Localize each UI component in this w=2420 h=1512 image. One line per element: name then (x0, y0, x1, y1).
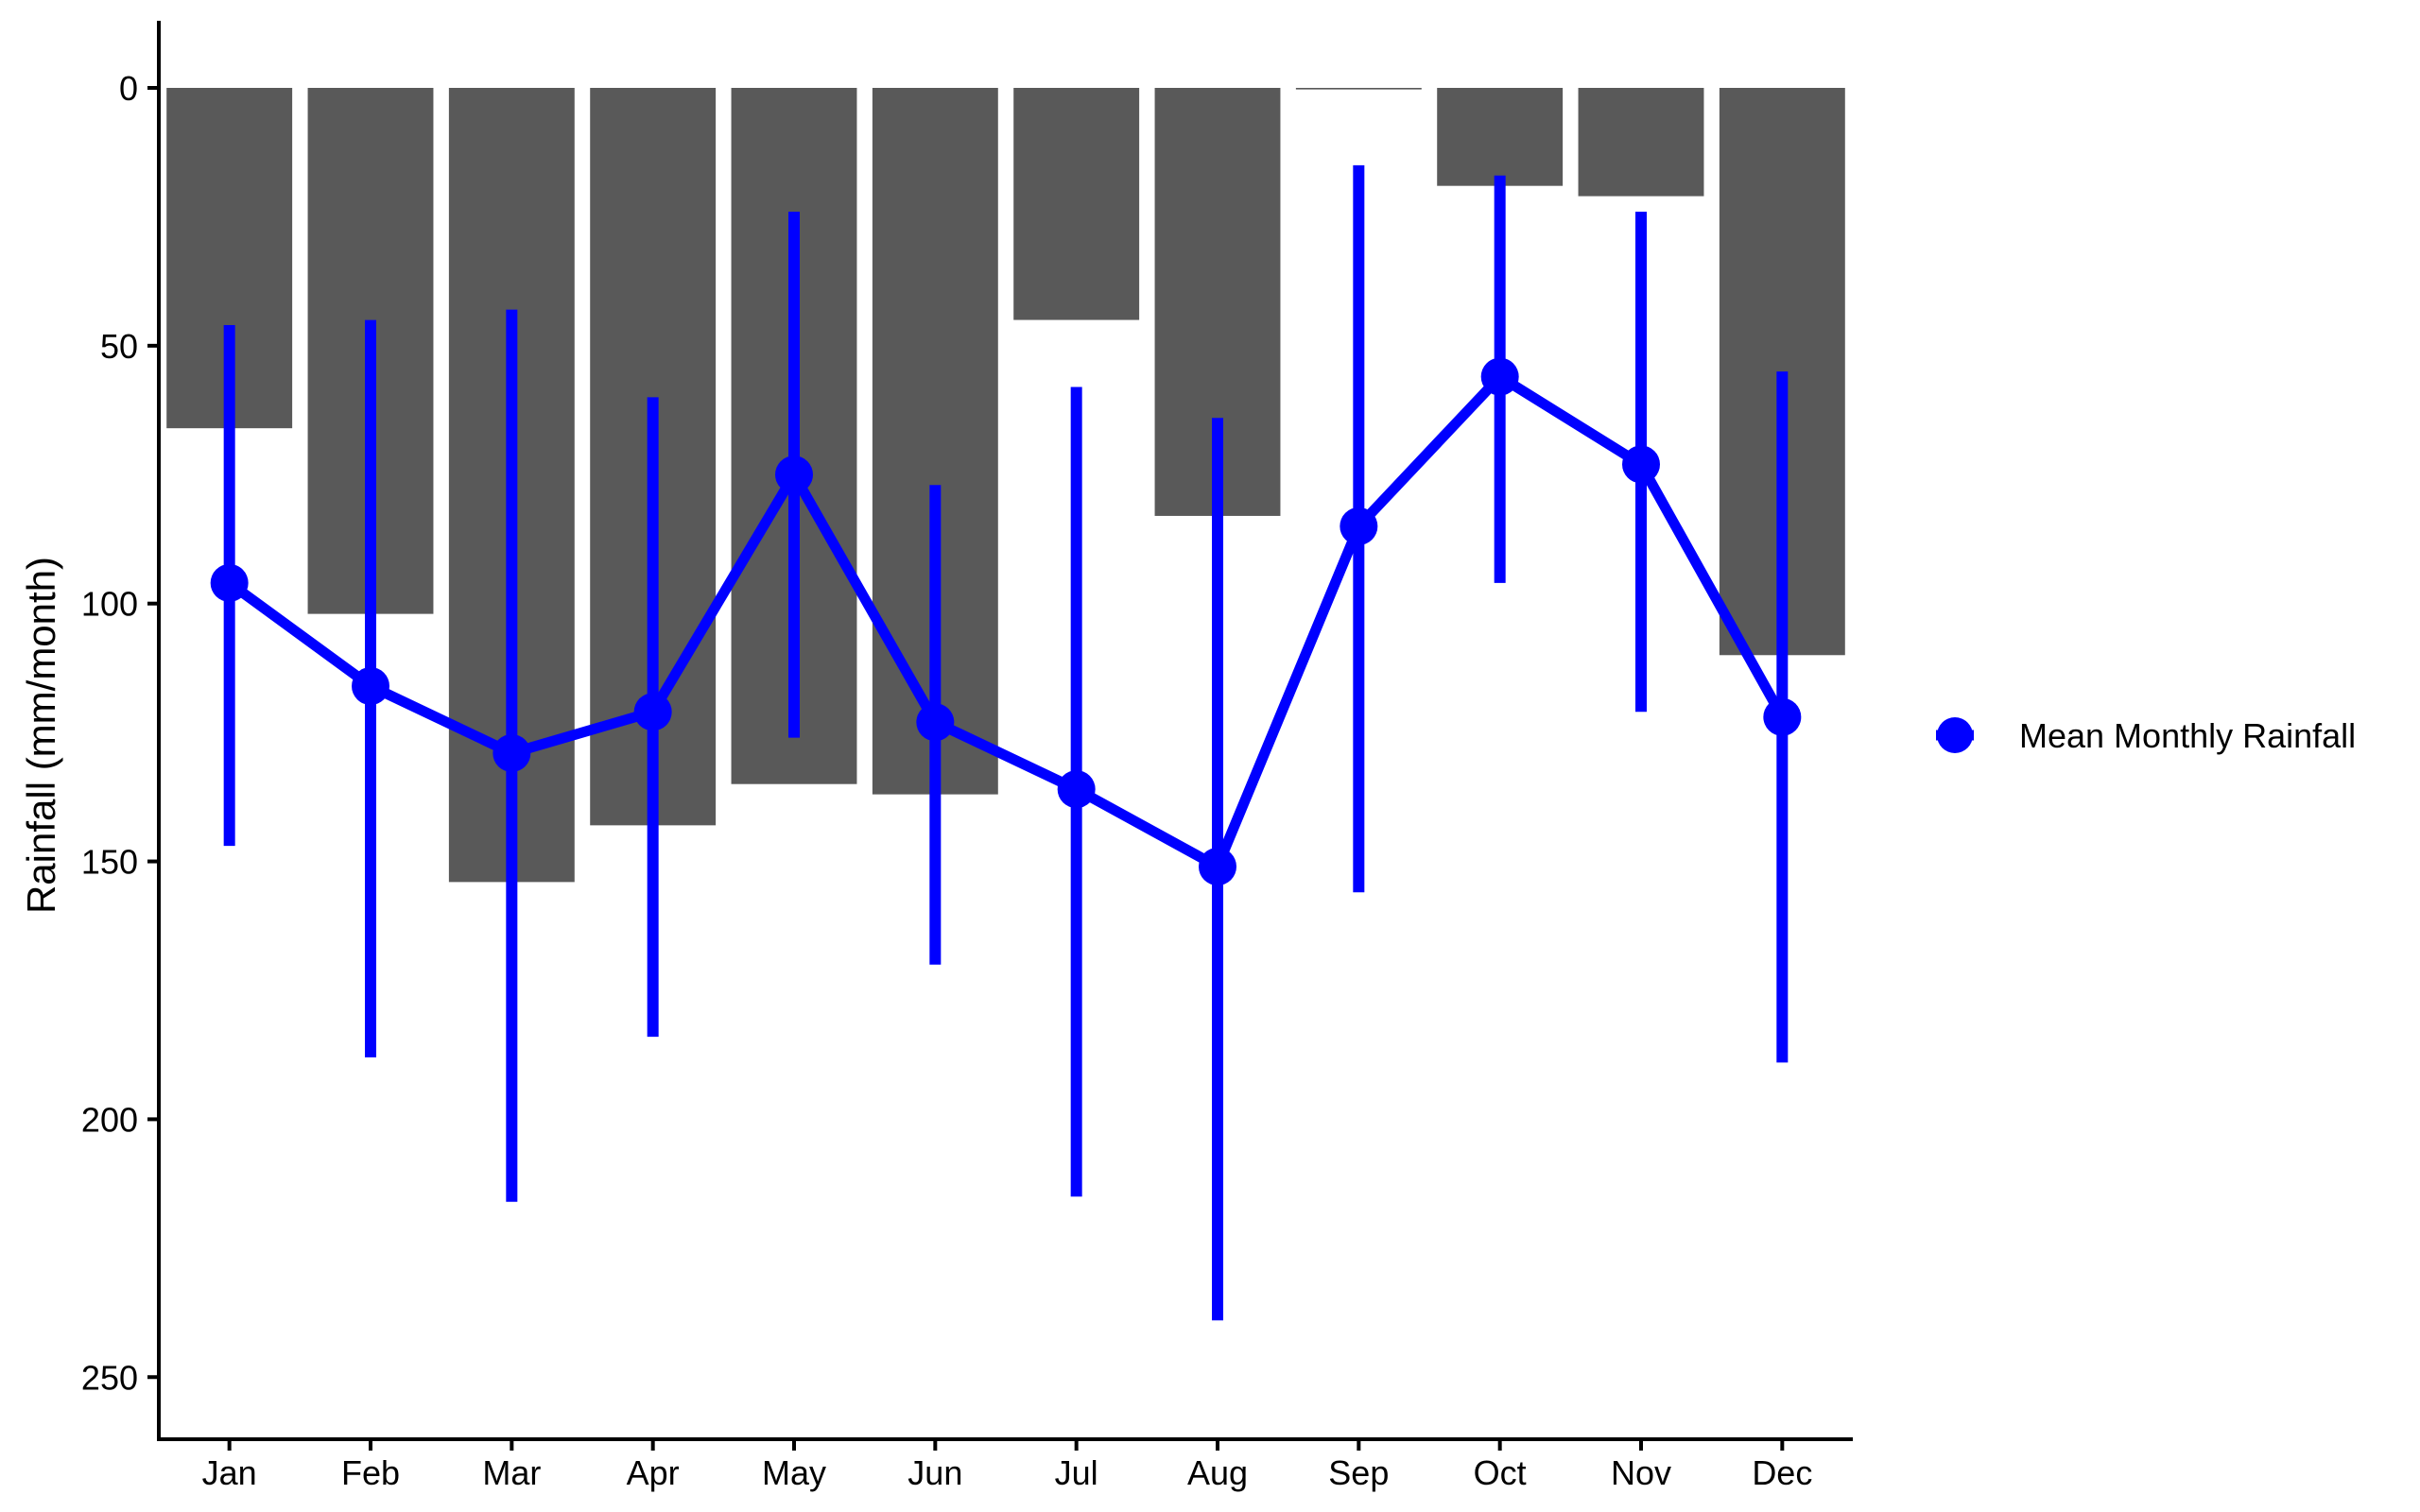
legend-label: Mean Monthly Rainfall (2019, 716, 2356, 755)
mean-point-may (775, 455, 813, 494)
x-tick-label: Sep (1328, 1453, 1389, 1492)
mean-point-dec (1763, 697, 1802, 736)
x-tick-label: Mar (482, 1453, 541, 1492)
bars-layer (166, 88, 1845, 883)
bar-oct (1437, 88, 1564, 186)
mean-point-nov (1622, 445, 1660, 484)
x-tick-label: Jan (202, 1453, 257, 1492)
x-tick-label: Apr (627, 1453, 680, 1492)
x-tick-label: Aug (1187, 1453, 1248, 1492)
mean-point-jan (210, 563, 249, 602)
mean-point-apr (633, 693, 672, 731)
mean-rainfall-line (226, 371, 1788, 872)
line-layer (210, 357, 1802, 886)
x-tick-label: Oct (1474, 1453, 1527, 1492)
axes-layer: 0 50 100 150 200 250 Jan Feb Mar Apr May Jun Jul Aug S… (81, 21, 1853, 1492)
legend-marker-key (1937, 717, 1973, 753)
mean-point-sep (1340, 507, 1378, 545)
mean-point-oct (1480, 357, 1519, 396)
legend: Mean Monthly Rainfall (1936, 716, 2356, 755)
x-tick-label: Jul (1055, 1453, 1098, 1492)
mean-point-mar (493, 733, 531, 772)
y-tick-label: 0 (119, 69, 138, 108)
bar-jul (1013, 88, 1140, 320)
bar-nov (1578, 88, 1704, 197)
y-tick-label: 200 (81, 1100, 138, 1139)
x-tick-label: May (762, 1453, 826, 1492)
x-tick-label: Jun (908, 1453, 962, 1492)
x-tick-label: Nov (1611, 1453, 1671, 1492)
mean-point-jul (1057, 770, 1096, 809)
bar-sep (1295, 88, 1422, 90)
mean-point-feb (352, 667, 389, 706)
mean-point-jun (916, 703, 955, 742)
x-tick-label: Feb (341, 1453, 400, 1492)
y-tick-label: 250 (81, 1358, 138, 1397)
y-tick-label: 100 (81, 585, 138, 624)
y-axis-title: Rainfall (mm/month) (19, 557, 63, 914)
y-tick-label: 150 (81, 843, 138, 882)
y-tick-label: 50 (100, 327, 138, 366)
x-tick-label: Dec (1752, 1453, 1812, 1492)
mean-point-aug (1199, 848, 1236, 886)
